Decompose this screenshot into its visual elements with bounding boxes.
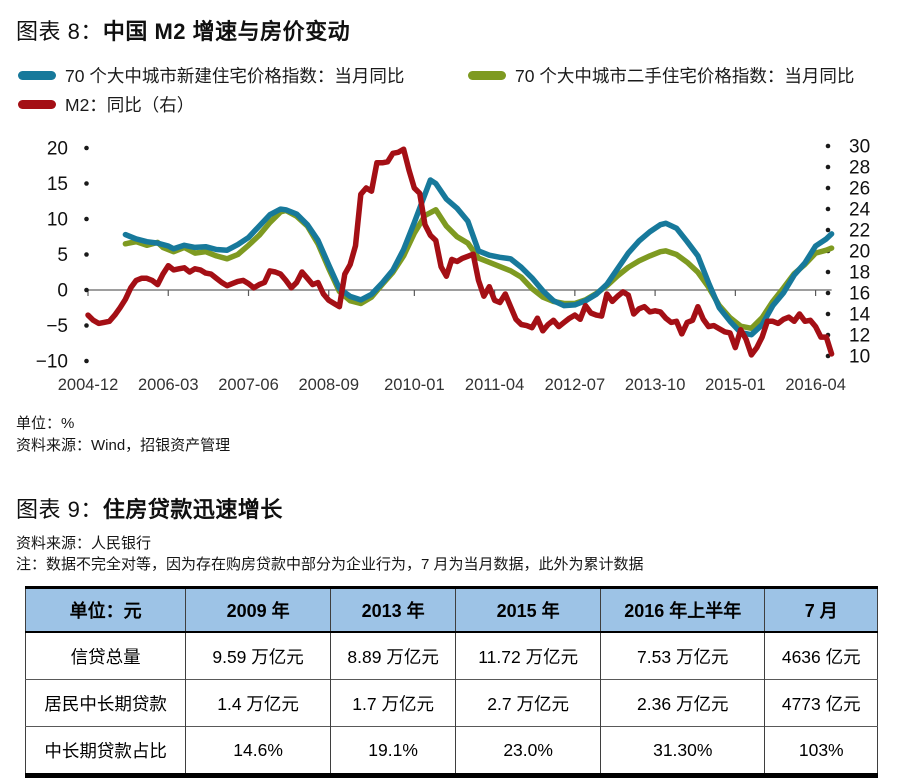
legend-item-second-hand: 70 个大中城市二手住宅价格指数：当月同比 <box>468 63 854 88</box>
housing-loan-table: 单位：元 2009 年 2013 年 2015 年 2016 年上半年 7 月 信贷总量 9… <box>25 586 878 778</box>
x-axis: 2004-12 2006-03 2007-06 2008-09 2010-01 2011-… <box>58 290 846 394</box>
legend-item-m2: M2：同比（右） <box>18 92 194 117</box>
table-cell: 中长期贷款占比 <box>25 726 186 776</box>
left-tick-label: 10 <box>47 210 68 231</box>
right-tick-label: 26 <box>849 179 870 200</box>
table-cell: 31.30% <box>600 726 765 776</box>
right-tick-dot <box>825 185 831 191</box>
right-tick-label: 28 <box>849 158 870 179</box>
right-tick-label: 16 <box>849 284 870 305</box>
left-tick-label: 5 <box>57 245 68 266</box>
legend-label-second-hand: 70 个大中城市二手住宅价格指数：当月同比 <box>515 66 855 86</box>
m2-line-swatch <box>18 100 56 109</box>
table-cell: 23.0% <box>455 726 601 776</box>
right-tick-dot <box>825 269 831 275</box>
x-tick-label: 2010-01 <box>384 376 445 394</box>
table-header-cell: 2016 年上半年 <box>600 587 765 633</box>
right-tick-dot <box>825 164 831 170</box>
legend-item-new-home: 70 个大中城市新建住宅价格指数：当月同比 <box>18 63 404 88</box>
table-cell: 103% <box>764 726 878 776</box>
table-cell: 信贷总量 <box>25 632 186 680</box>
second-hand-line-swatch <box>468 71 506 80</box>
figure8-title-main: 中国 M2 增速与房价变动 <box>102 19 351 44</box>
left-tick-dot <box>84 252 89 257</box>
table-row: 信贷总量 9.59 万亿元 8.89 万亿元 11.72 万亿元 7.53 万亿元 463… <box>25 632 878 680</box>
x-tick-label: 2007-06 <box>218 376 279 394</box>
right-tick-dot <box>825 206 831 212</box>
left-tick-label: 0 <box>57 281 68 302</box>
m2-housing-price-line-chart: 2004-12 2006-03 2007-06 2008-09 2010-01 2011-… <box>36 137 871 395</box>
table-cell: 11.72 万亿元 <box>455 632 601 680</box>
x-tick-label: 2008-09 <box>298 376 359 394</box>
table-row: 居民中长期贷款 1.4 万亿元 1.7 万亿元 2.7 万亿元 2.36 万亿元 4773… <box>25 679 878 727</box>
figure9-data-note: 注：数据不完全对等，因为存在购房贷款中部分为企业行为，7 月为当月数据，此外为累… <box>16 556 644 573</box>
x-tick-label: 2006-03 <box>138 376 199 394</box>
table-cell: 2.7 万亿元 <box>455 679 601 727</box>
table-cell: 1.7 万亿元 <box>329 679 456 727</box>
left-tick-dot <box>84 287 89 293</box>
left-tick-dot <box>84 358 89 364</box>
right-tick-label: 10 <box>849 347 870 368</box>
new-home-line-swatch <box>18 71 56 80</box>
left-tick-dot <box>84 145 89 151</box>
table-header-row: 单位：元 2009 年 2013 年 2015 年 2016 年上半年 7 月 <box>25 587 878 633</box>
table-cell: 9.59 万亿元 <box>185 632 331 680</box>
right-tick-label: 30 <box>849 137 870 158</box>
table-cell: 4636 亿元 <box>764 632 878 680</box>
legend-label-new-home: 70 个大中城市新建住宅价格指数：当月同比 <box>65 66 405 86</box>
right-tick-label: 14 <box>849 305 871 326</box>
left-tick-label: 15 <box>47 174 68 195</box>
x-tick-label: 2013-10 <box>625 376 686 394</box>
table-header-cell: 2013 年 <box>329 587 456 633</box>
left-tick-dot <box>84 216 89 222</box>
figure9-title-main: 住房贷款迅速增长 <box>102 497 283 522</box>
right-tick-dot <box>825 311 831 317</box>
table-cell: 14.6% <box>185 726 331 776</box>
figure9-source-note: 资料来源：人民银行 <box>16 535 152 552</box>
right-tick-dot <box>825 290 831 296</box>
new-home-price-line <box>122 177 835 338</box>
left-axis: 20 15 10 5 0 −5 −10 <box>36 139 89 373</box>
right-tick-label: 24 <box>849 200 871 221</box>
table-cell: 7.53 万亿元 <box>600 632 765 680</box>
table-header-cell: 单位：元 <box>25 587 186 633</box>
figure8-title-prefix: 图表 8： <box>16 19 103 44</box>
figure8-title: 图表 8：中国 M2 增速与房价变动 <box>16 14 350 46</box>
figure9-title-prefix: 图表 9： <box>16 497 103 522</box>
right-tick-label: 22 <box>849 221 870 242</box>
x-tick-label: 2016-04 <box>785 376 846 394</box>
legend-label-m2: M2：同比（右） <box>65 95 195 115</box>
table-cell: 19.1% <box>329 726 456 776</box>
left-tick-label: 20 <box>47 139 68 160</box>
figure9-title: 图表 9：住房贷款迅速增长 <box>16 492 283 524</box>
figure8-unit-note: 单位：% <box>16 415 75 432</box>
left-tick-dot <box>84 181 89 186</box>
x-tick-label: 2004-12 <box>58 376 119 394</box>
x-tick-label: 2015-01 <box>705 376 766 394</box>
left-tick-dot <box>84 323 89 328</box>
right-tick-label: 18 <box>849 263 870 284</box>
right-tick-label: 12 <box>849 326 870 347</box>
table-cell: 4773 亿元 <box>764 679 878 727</box>
table-header-cell: 2009 年 <box>185 587 331 633</box>
table-cell: 居民中长期贷款 <box>25 679 186 727</box>
figure8-source-note: 资料来源：Wind，招银资产管理 <box>16 437 231 454</box>
x-tick-label: 2011-04 <box>465 376 524 394</box>
right-tick-label: 20 <box>849 242 870 263</box>
left-tick-label: −10 <box>36 352 68 373</box>
left-tick-label: −5 <box>46 316 68 337</box>
x-tick-label: 2012-07 <box>545 376 606 394</box>
right-tick-dot <box>825 227 831 233</box>
table-cell: 8.89 万亿元 <box>329 632 456 680</box>
right-tick-dot <box>825 143 831 149</box>
table-header-cell: 7 月 <box>764 587 878 633</box>
m2-growth-line <box>85 146 835 358</box>
table-header-cell: 2015 年 <box>455 587 601 633</box>
table-row: 中长期贷款占比 14.6% 19.1% 23.0% 31.30% 103% <box>25 726 878 776</box>
table-cell: 1.4 万亿元 <box>185 679 331 727</box>
table-cell: 2.36 万亿元 <box>600 679 765 727</box>
